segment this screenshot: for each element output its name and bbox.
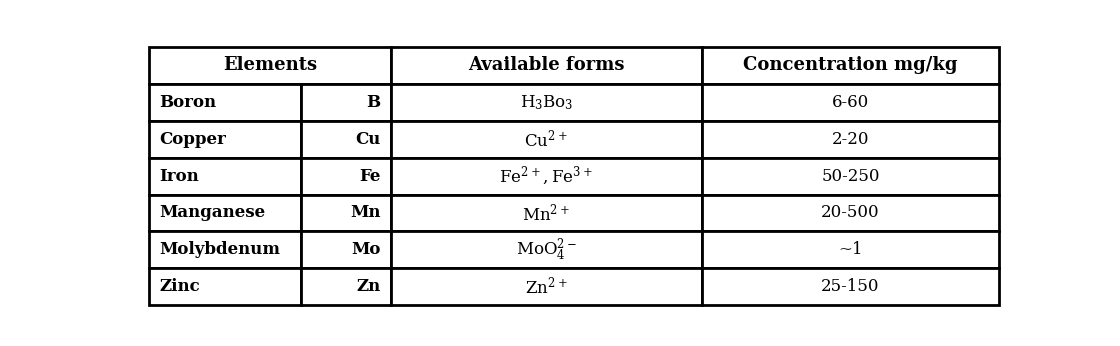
Text: $\mathregular{MoO_4^{2-}}$: $\mathregular{MoO_4^{2-}}$ [516, 237, 577, 263]
Text: 6-60: 6-60 [832, 94, 869, 111]
Bar [301, 158, 391, 194]
Text: Mn: Mn [351, 204, 381, 221]
Text: $\mathregular{Fe^{2+}, Fe^{3+}}$: $\mathregular{Fe^{2+}, Fe^{3+}}$ [500, 164, 594, 188]
Bar [391, 84, 701, 121]
Text: 2-20: 2-20 [832, 131, 869, 148]
Bar [701, 268, 999, 305]
Bar [701, 47, 999, 84]
Text: 20-500: 20-500 [821, 204, 880, 221]
Text: 25-150: 25-150 [821, 278, 879, 295]
Bar [391, 194, 701, 231]
Text: Boron: Boron [159, 94, 216, 111]
Bar [301, 84, 391, 121]
Text: Concentration mg/kg: Concentration mg/kg [744, 56, 958, 74]
Text: ~1: ~1 [838, 242, 862, 258]
Text: $\mathregular{H_3Bo_3}$: $\mathregular{H_3Bo_3}$ [520, 93, 573, 111]
Text: Mo: Mo [352, 242, 381, 258]
Bar [391, 231, 701, 268]
Text: 50-250: 50-250 [821, 167, 879, 184]
Bar [701, 231, 999, 268]
Text: B: B [366, 94, 381, 111]
Text: Elements: Elements [223, 56, 317, 74]
Text: $\mathregular{Zn^{2+}}$: $\mathregular{Zn^{2+}}$ [525, 276, 568, 298]
Bar [149, 231, 301, 268]
Text: Cu: Cu [355, 131, 381, 148]
Bar [701, 84, 999, 121]
Bar [149, 121, 301, 158]
Bar [301, 194, 391, 231]
Text: Zn: Zn [356, 278, 381, 295]
Text: $\mathregular{Mn^{2+}}$: $\mathregular{Mn^{2+}}$ [522, 202, 570, 224]
Text: Available forms: Available forms [468, 56, 625, 74]
Bar [149, 194, 301, 231]
Bar [391, 47, 701, 84]
Bar [149, 84, 301, 121]
Text: Molybdenum: Molybdenum [159, 242, 280, 258]
Bar [701, 158, 999, 194]
Bar [301, 268, 391, 305]
Bar [149, 158, 301, 194]
Bar [301, 121, 391, 158]
Bar [391, 121, 701, 158]
Bar [701, 194, 999, 231]
Bar [149, 268, 301, 305]
Text: Manganese: Manganese [159, 204, 265, 221]
Bar [391, 268, 701, 305]
Text: Iron: Iron [159, 167, 199, 184]
Text: $\mathregular{Cu^{2+}}$: $\mathregular{Cu^{2+}}$ [524, 128, 568, 150]
Bar [391, 158, 701, 194]
Bar [149, 47, 391, 84]
Text: Zinc: Zinc [159, 278, 199, 295]
Bar [301, 231, 391, 268]
Text: Copper: Copper [159, 131, 226, 148]
Bar [701, 121, 999, 158]
Text: Fe: Fe [360, 167, 381, 184]
